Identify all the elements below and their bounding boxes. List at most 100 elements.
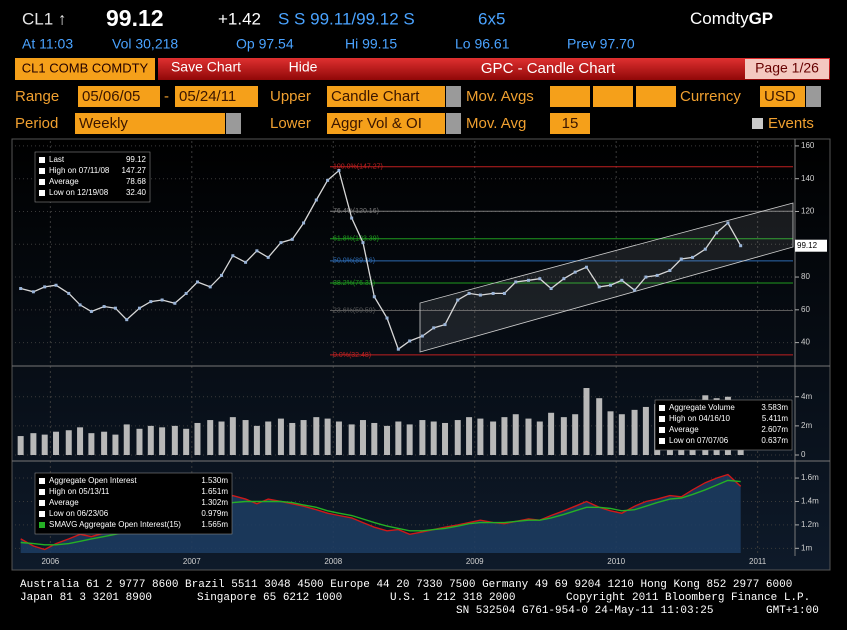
hide-button[interactable]: Hide (289, 59, 318, 75)
high: Hi 99.15 (345, 36, 397, 52)
end[interactable]: 05/24/11 (179, 88, 236, 105)
price-marker (113, 306, 117, 310)
volume-bar (277, 418, 284, 455)
start-input[interactable] (78, 86, 160, 107)
start[interactable]: 05/06/05 (82, 88, 140, 105)
footer-japan: Japan 81 3 3201 8900 (20, 592, 152, 604)
legend-marker (39, 179, 45, 185)
events-checkbox[interactable] (752, 118, 763, 129)
quote: S S 99.11/99.12 S (278, 9, 415, 28)
events[interactable]: Events (768, 115, 814, 132)
y-tick-label: 1.2m (801, 520, 819, 529)
price-marker (633, 288, 637, 292)
mov-avg[interactable]: 15 (562, 115, 579, 132)
page[interactable]: Page 1/26 (755, 60, 819, 76)
legend-label: SMAVG Aggregate Open Interest(15) (49, 520, 181, 529)
price-marker (526, 278, 530, 282)
upper-input[interactable] (327, 86, 445, 107)
currency[interactable]: USD (764, 88, 796, 105)
volume-bar (371, 422, 378, 455)
dropdown[interactable] (226, 113, 241, 134)
legend-marker (39, 157, 45, 163)
mov-avg-input[interactable] (550, 113, 590, 134)
volume-bar (335, 421, 342, 455)
period-input[interactable] (75, 113, 225, 134)
legend-value: 1.530m (201, 476, 228, 485)
price-marker (467, 291, 471, 295)
price-marker (385, 316, 389, 320)
retracement-label: 76.4%(120.16) (333, 208, 379, 215)
legend-marker (39, 168, 45, 174)
legend-marker (39, 511, 45, 517)
security-box[interactable] (15, 58, 155, 80)
legend-value: 0.637m (761, 436, 788, 445)
price-marker (408, 339, 412, 343)
price-marker (231, 254, 235, 258)
currency-input[interactable] (760, 86, 805, 107)
legend-marker (39, 489, 45, 495)
price-marker (279, 241, 283, 245)
volume-bar (596, 398, 603, 455)
mov-avg-input[interactable] (593, 86, 633, 107)
volume-bar (512, 414, 519, 455)
volume-bar (88, 433, 95, 455)
price-marker (573, 270, 577, 274)
dropdown[interactable] (446, 86, 461, 107)
y-tick-label: 40 (801, 338, 810, 347)
upper[interactable]: Candle Chart (331, 88, 420, 105)
time: At 11:03 (22, 36, 73, 52)
legend-value: 0.979m (201, 509, 228, 518)
footer-us: U.S. 1 212 318 2000 (390, 592, 515, 604)
volume-bar (607, 411, 614, 455)
volume-bar (525, 418, 532, 455)
page-box[interactable] (745, 59, 829, 79)
price-marker (644, 275, 648, 279)
dash: - (164, 88, 169, 105)
retracement-label: 0.0%(32.48) (333, 352, 371, 359)
price-marker (478, 293, 482, 297)
legend-label: High on 04/16/10 (669, 414, 730, 423)
price-marker (502, 291, 506, 295)
volume-bar (41, 434, 48, 455)
legend-value: 1.302m (201, 498, 228, 507)
volume-bar (65, 430, 72, 455)
security[interactable]: CL1 COMB COMDTY (22, 60, 149, 75)
footer-copyright: Copyright 2011 Bloomberg Finance L.P. (566, 592, 810, 604)
legend-label: Last (49, 155, 65, 164)
y-tick-label: 0 (801, 450, 806, 459)
last-price-tag (795, 239, 827, 252)
volume-bar (642, 406, 649, 455)
lower-input[interactable] (327, 113, 445, 134)
price-marker (102, 305, 106, 309)
lower[interactable]: Aggr Vol & OI (331, 115, 422, 132)
x-tick-label: 2010 (607, 557, 625, 566)
dropdown[interactable] (446, 113, 461, 134)
legend-box (654, 399, 793, 451)
price-marker (302, 221, 306, 225)
volume-bar (631, 409, 638, 455)
end-input[interactable] (175, 86, 258, 107)
price-marker (726, 221, 730, 225)
regression-channel (419, 202, 794, 353)
period[interactable]: Weekly (79, 115, 128, 132)
volume: Vol 30,218 (112, 36, 178, 52)
price-marker (691, 255, 695, 259)
legend-box (34, 151, 151, 203)
price-marker (255, 249, 259, 253)
price-marker (538, 277, 542, 281)
mov-avg-input[interactable] (636, 86, 676, 107)
period-label: Period (15, 115, 58, 132)
save-chart-button[interactable]: Save Chart (171, 59, 241, 75)
price-marker (620, 278, 624, 282)
volume-bar (229, 417, 236, 455)
toolbar-title: GPC - Candle Chart (481, 60, 616, 77)
legend-marker (659, 416, 665, 422)
volume-bar (242, 420, 249, 455)
volume-bar (466, 417, 473, 455)
upper-label: Upper (270, 88, 311, 105)
mov-avg-input[interactable] (550, 86, 590, 107)
dropdown[interactable] (806, 86, 821, 107)
price-marker (19, 287, 23, 291)
low: Lo 96.61 (455, 36, 510, 52)
